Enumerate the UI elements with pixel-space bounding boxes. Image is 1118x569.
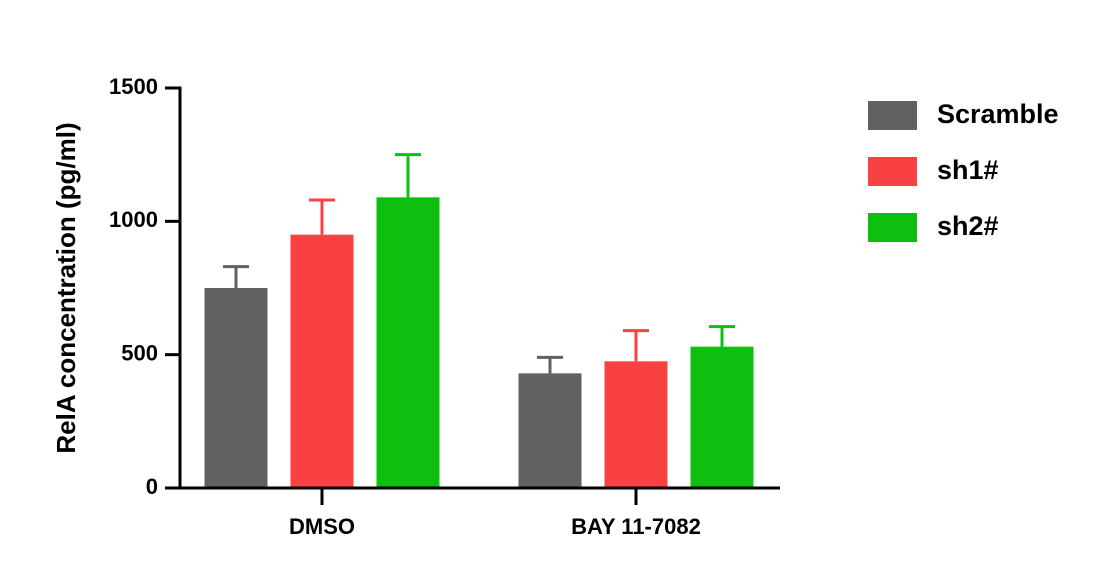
y-tick-label: 1000 — [109, 207, 158, 232]
error-bar — [395, 153, 421, 198]
error-bar — [709, 325, 735, 347]
y-axis-label: RelA concentration (pg/ml) — [51, 122, 81, 453]
legend-label: Scramble — [937, 99, 1059, 129]
legend-swatch — [868, 213, 917, 242]
x-tick-label: BAY 11-7082 — [571, 514, 701, 539]
x-tick-label: DMSO — [289, 514, 355, 539]
error-bar — [223, 265, 249, 288]
legend-label: sh2# — [937, 211, 999, 241]
legend-label: sh1# — [937, 155, 999, 185]
y-tick-label: 500 — [121, 340, 158, 365]
legend-swatch — [868, 157, 917, 186]
bar — [604, 361, 668, 488]
bar — [518, 373, 582, 488]
error-bar — [537, 355, 563, 374]
legend-swatch — [868, 101, 917, 130]
bar — [376, 197, 440, 489]
error-bar — [623, 329, 649, 362]
y-tick-label: 1500 — [109, 74, 158, 99]
bar — [690, 346, 754, 488]
y-tick-label: 0 — [146, 474, 158, 499]
bar — [290, 234, 354, 488]
bar — [204, 288, 268, 488]
error-bar — [309, 198, 335, 235]
